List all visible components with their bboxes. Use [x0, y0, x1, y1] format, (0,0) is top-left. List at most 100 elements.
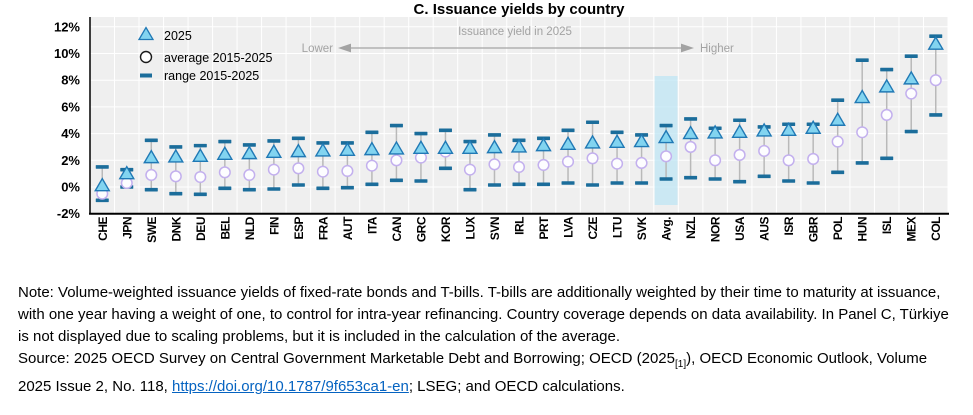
- x-axis-label-PRT: PRT: [537, 216, 551, 240]
- yield-2025-marker-MEX: [903, 70, 920, 85]
- range-low-dash-LTU: [610, 181, 624, 185]
- yield-2025-marker-CAN: [388, 140, 405, 155]
- source-before-sub: Source: 2025 OECD Survey on Central Gove…: [18, 350, 675, 367]
- y-tick-label: 4%: [61, 126, 80, 141]
- x-axis-label-SVN: SVN: [488, 217, 502, 240]
- average-marker-CAN: [390, 154, 403, 167]
- range-low-dash-ESP: [291, 183, 305, 187]
- range-high-dash-ESP: [291, 136, 305, 141]
- range-high-dash-USA: [733, 118, 747, 123]
- average-marker-LVA: [561, 155, 575, 168]
- x-axis-label-AUT: AUT: [341, 216, 355, 240]
- y-tick-label: 0%: [61, 180, 80, 195]
- x-axis-label-CAN: CAN: [390, 217, 404, 242]
- average-marker-HUN: [856, 126, 869, 139]
- range-high-dash-Avg.: [659, 123, 673, 128]
- x-axis-label-CZE: CZE: [586, 217, 600, 240]
- x-axis-label-LVA: LVA: [562, 216, 576, 238]
- range-high-dash-MEX: [904, 54, 918, 58]
- x-axis-label-SVK: SVK: [635, 216, 649, 240]
- range-high-dash-SWE: [144, 138, 158, 143]
- yield-2025-marker-IRL: [510, 138, 528, 153]
- y-tick-label: 2%: [61, 153, 80, 168]
- range-low-dash-ISR: [782, 179, 796, 183]
- annotation-lower-label: Lower: [302, 43, 333, 55]
- range-low-dash-GRC: [414, 179, 428, 183]
- yield-2025-marker-AUS: [755, 122, 773, 137]
- range-high-dash-NZL: [684, 117, 698, 121]
- yield-2025-marker-USA: [731, 123, 748, 138]
- legend-triangle-icon: [137, 26, 155, 41]
- yield-2025-marker-ITA: [363, 141, 381, 156]
- average-marker-NOR: [709, 154, 722, 167]
- yield-2025-marker-DEU: [192, 147, 209, 162]
- average-marker-NLD: [243, 168, 256, 182]
- legend-label-average: average 2015-2025: [164, 51, 272, 65]
- average-marker-CZE: [586, 152, 599, 165]
- yield-2025-marker-DNK: [167, 148, 185, 163]
- range-low-dash-GBR: [806, 181, 820, 185]
- range-high-dash-BEL: [218, 139, 232, 144]
- average-marker-DEU: [194, 170, 207, 184]
- range-low-dash-KOR: [438, 166, 452, 171]
- range-low-dash-CAN: [389, 178, 403, 183]
- x-axis-label-COL: COL: [929, 217, 943, 241]
- range-low-dash-LVA: [561, 181, 575, 185]
- x-axis-label-NZL: NZL: [684, 217, 698, 239]
- yield-2025-marker-FRA: [314, 142, 332, 157]
- chart-figure: Issuance yield in 2025 Lower Higher 2025 ave…: [54, 1, 949, 243]
- range-low-dash-NLD: [242, 187, 256, 192]
- yield-2025-marker-COL: [927, 35, 944, 50]
- yield-2025-marker-POL: [829, 111, 846, 126]
- average-marker-DNK: [169, 170, 182, 183]
- range-low-dash-LUX: [463, 187, 477, 192]
- yield-2025-marker-LTU: [608, 133, 626, 148]
- range-low-dash-SVK: [635, 181, 649, 185]
- x-axis-label-HUN: HUN: [856, 217, 870, 242]
- range-low-dash-CHE: [95, 198, 109, 203]
- range-low-dash-SWE: [144, 187, 158, 192]
- average-marker-FIN: [267, 163, 280, 176]
- average-marker-LTU: [611, 157, 624, 170]
- average-marker-ISL: [880, 108, 893, 121]
- yield-2025-marker-PRT: [535, 137, 552, 152]
- range-high-dash-HUN: [855, 58, 869, 62]
- range-low-dash-ISL: [880, 156, 894, 161]
- average-marker-ISR: [782, 154, 795, 167]
- x-axis-label-GBR: GBR: [807, 216, 821, 242]
- average-marker-IRL: [512, 160, 526, 174]
- average-marker-LUX: [463, 163, 477, 176]
- x-axis-label-LTU: LTU: [611, 217, 625, 238]
- range-high-dash-SVN: [487, 133, 501, 137]
- y-tick-label: 12%: [54, 19, 80, 34]
- x-axis-label-ISL: ISL: [880, 217, 894, 234]
- yield-2025-marker-SVN: [486, 139, 503, 154]
- yield-2025-marker-NOR: [706, 124, 724, 139]
- x-axis-label-POL: POL: [831, 217, 845, 240]
- range-low-dash-SVN: [487, 183, 501, 187]
- range-low-dash-ITA: [365, 182, 379, 187]
- range-low-dash-DEU: [193, 192, 207, 197]
- issuance-yield-chart: Issuance yield in 2025 Lower Higher 2025 ave…: [54, 17, 949, 243]
- range-low-dash-AUT: [340, 185, 354, 190]
- x-axis-label-BEL: BEL: [218, 217, 232, 240]
- y-tick-label: 10%: [54, 46, 80, 61]
- range-low-dash-NOR: [708, 177, 722, 181]
- range-low-dash-FIN: [267, 187, 281, 191]
- range-low-dash-IRL: [512, 182, 526, 187]
- range-high-dash-CAN: [389, 123, 403, 128]
- doi-link[interactable]: https://doi.org/10.1787/9f653ca1-en: [172, 378, 409, 395]
- legend-label-range: range 2015-2025: [164, 69, 259, 83]
- chart-title: C. Issuance yields by country: [413, 1, 625, 18]
- yield-2025-marker-Avg.: [657, 129, 675, 144]
- x-axis-label-Avg.: Avg.: [660, 217, 674, 241]
- source-citation-subscript: [1]: [674, 359, 687, 370]
- y-tick-label: 6%: [61, 99, 80, 114]
- range-low-dash-BEL: [218, 186, 232, 191]
- y-tick-label: 8%: [61, 73, 80, 88]
- x-axis-label-LUX: LUX: [463, 217, 477, 240]
- source-after-sub: ), OECD Economic Outlook, Volume 2025 Is…: [18, 350, 928, 395]
- range-high-dash-CZE: [586, 120, 600, 125]
- yield-2025-marker-BEL: [216, 145, 234, 160]
- x-axis-label-ITA: ITA: [365, 216, 379, 234]
